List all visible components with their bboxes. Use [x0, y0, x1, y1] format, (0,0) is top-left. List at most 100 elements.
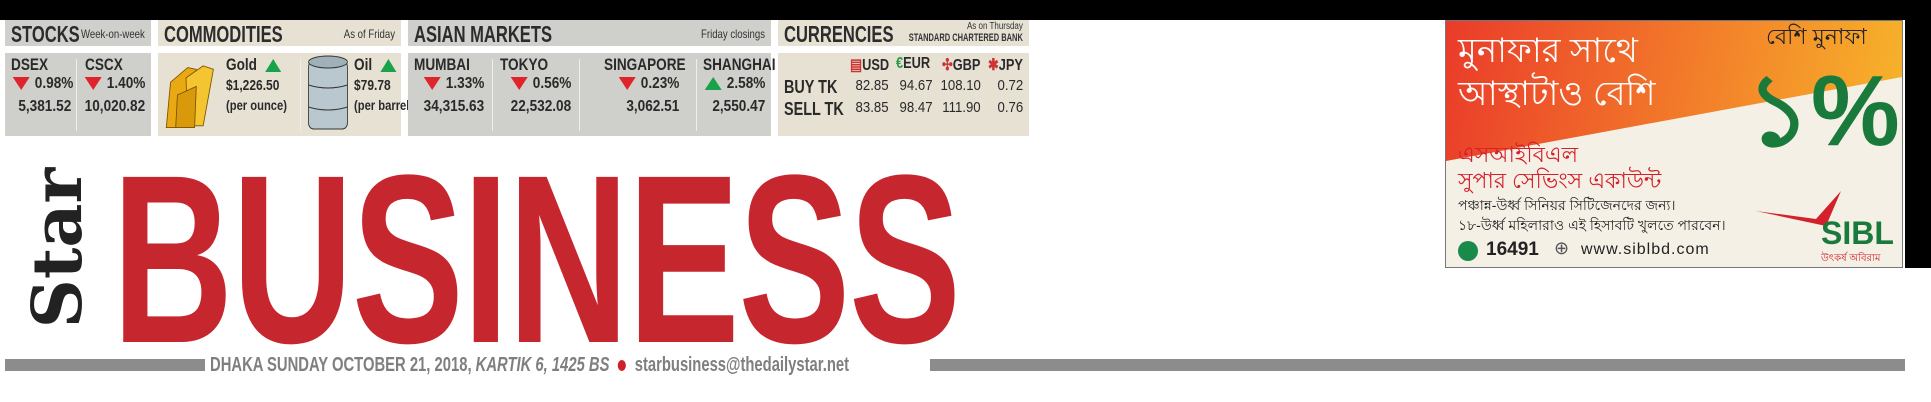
stocks-box: STOCKS Week-on-week DSEX 0.98% 5,381.52 … — [5, 20, 151, 136]
down-arrow-icon — [12, 77, 30, 91]
currency-eur: €EUR — [896, 55, 931, 72]
currencies-header: CURRENCIES As on Thursday STANDARD CHART… — [778, 20, 1029, 47]
sell-label: SELL TK — [784, 99, 844, 119]
index-change: 0.98% — [12, 75, 73, 93]
market-change: 0.56% — [510, 75, 571, 93]
currency-usd: ▤USD — [850, 57, 890, 74]
right-black-edge — [1905, 0, 1931, 268]
asian-body: MUMBAI 1.33% 34,315.63 TOKYO 0.56% 22,53… — [408, 53, 776, 136]
top-black-bar — [0, 0, 1931, 20]
commodities-title: COMMODITIES — [164, 21, 283, 47]
email-link[interactable]: starbusiness@thedailystar.net — [634, 354, 850, 376]
buy-usd: 82.85 — [855, 77, 889, 94]
market-name: MUMBAI — [414, 55, 470, 74]
asian-header: ASIAN MARKETS Friday closings — [408, 20, 771, 47]
currencies-body: ▤USD €EUR ✣GBP ✱JPY BUY TK 82.85 94.67 1… — [778, 53, 1029, 136]
commodity-price: $1,226.50 — [226, 77, 280, 94]
currencies-date: As on Thursday — [967, 21, 1023, 32]
ad-phone: 16491 — [1486, 239, 1539, 260]
sibl-advertisement[interactable]: মুনাফার সাথে আস্থাটাও বেশি বেশি মুনাফা ১… — [1445, 20, 1903, 268]
date-text: DHAKA SUNDAY OCTOBER 21, 2018, — [210, 354, 472, 376]
currency-gbp: ✣GBP — [942, 57, 981, 74]
asian-title: ASIAN MARKETS — [414, 21, 553, 47]
commodity-unit: (per ounce) — [226, 97, 287, 113]
index-change: 1.40% — [84, 75, 145, 93]
ad-slogan: উৎকর্ষ অবিরাম — [1821, 253, 1881, 264]
market-change: 0.23% — [618, 75, 679, 93]
index-name: CSCX — [85, 55, 123, 74]
down-arrow-icon — [84, 77, 102, 91]
sell-gbp: 111.90 — [942, 99, 981, 116]
commodities-header: COMMODITIES As of Friday — [158, 20, 401, 47]
bengali-date: KARTIK 6, 1425 BS — [475, 354, 610, 376]
asian-markets-box: ASIAN MARKETS Friday closings MUMBAI 1.3… — [408, 20, 776, 136]
left-rule — [5, 359, 205, 371]
ad-headline-1: মুনাফার সাথে — [1458, 32, 1638, 70]
market-value: 2,550.47 — [712, 98, 765, 115]
commodity-unit: (per barrel) — [354, 97, 414, 113]
divider — [300, 59, 301, 131]
market-name: SINGAPORE — [604, 55, 686, 74]
sell-usd: 83.85 — [855, 99, 889, 116]
market-name: SHANGHAI — [703, 55, 776, 74]
ad-website[interactable]: www.siblbd.com — [1581, 241, 1710, 258]
masthead-title: BUSINESS — [112, 125, 961, 393]
sell-eur: 98.47 — [899, 99, 933, 116]
index-value: 5,381.52 — [18, 98, 71, 115]
index-value: 10,020.82 — [84, 98, 145, 115]
red-dot-icon — [618, 360, 627, 372]
currencies-source: STANDARD CHARTERED BANK — [908, 32, 1023, 44]
sell-jpy: 0.76 — [997, 99, 1023, 116]
market-value: 22,532.08 — [510, 98, 571, 115]
commodity-price: $79.78 — [354, 77, 391, 94]
up-arrow-icon — [704, 77, 722, 91]
down-arrow-icon — [510, 77, 528, 91]
asian-subtitle: Friday closings — [700, 27, 765, 41]
ad-tag: বেশি মুনাফা — [1766, 24, 1867, 49]
ad-headline-2: আস্থাটাও বেশি — [1458, 75, 1656, 113]
commodities-body: Gold $1,226.50 (per ounce) Oil $79.78 (p… — [158, 53, 413, 136]
stocks-header: STOCKS Week-on-week — [5, 20, 151, 47]
divider — [76, 59, 77, 131]
market-name: TOKYO — [500, 55, 549, 74]
buy-label: BUY TK — [784, 77, 838, 97]
ad-brand: SIBL — [1821, 215, 1894, 251]
commodities-box: COMMODITIES As of Friday Gold $1,226.50 … — [158, 20, 413, 136]
currencies-title: CURRENCIES — [784, 21, 894, 47]
oil-barrel-icon — [308, 55, 348, 130]
globe-icon: ⊕ — [1554, 238, 1570, 258]
stocks-subtitle: Week-on-week — [81, 27, 145, 41]
buy-jpy: 0.72 — [997, 77, 1023, 94]
commodities-subtitle: As of Friday — [343, 27, 395, 41]
currencies-box: CURRENCIES As on Thursday STANDARD CHART… — [778, 20, 1029, 136]
star-logo: Star — [18, 167, 98, 329]
market-value: 34,315.63 — [423, 98, 484, 115]
ad-line-2: ১৮-উর্ধ্ব মহিলারাও এই হিসাবটি খুলতে পারব… — [1458, 217, 1726, 233]
buy-eur: 94.67 — [899, 77, 933, 94]
commodity-name: Gold — [226, 55, 286, 75]
ad-product-1: এসআইবিএল — [1458, 142, 1579, 167]
commodity-name: Oil — [354, 55, 402, 75]
phone-icon — [1458, 241, 1478, 261]
index-name: DSEX — [11, 55, 49, 74]
stocks-body: DSEX 0.98% 5,381.52 CSCX 1.40% 10,020.82 — [5, 53, 151, 136]
ad-line-1: পঞ্চান্ন-উর্ধ্ব সিনিয়র সিটিজেনদের জন্য। — [1458, 197, 1676, 213]
divider — [579, 59, 580, 131]
gold-bars-icon — [165, 65, 214, 128]
ad-product-2: সুপার সেভিংস একাউন্ট — [1458, 168, 1662, 193]
divider — [492, 59, 493, 131]
up-arrow-icon — [380, 59, 397, 73]
market-change: 1.33% — [423, 75, 484, 93]
up-arrow-icon — [265, 59, 282, 73]
down-arrow-icon — [618, 77, 636, 91]
sibl-swoosh-icon — [1756, 191, 1841, 226]
market-value: 3,062.51 — [626, 98, 679, 115]
ad-big-rate: ১% — [1746, 55, 1900, 167]
dateline: DHAKA SUNDAY OCTOBER 21, 2018, KARTIK 6,… — [210, 354, 849, 377]
down-arrow-icon — [423, 77, 441, 91]
stocks-title: STOCKS — [11, 21, 80, 47]
right-rule — [930, 359, 1905, 371]
market-change: 2.58% — [704, 75, 765, 93]
buy-gbp: 108.10 — [940, 77, 981, 94]
divider — [696, 59, 697, 131]
